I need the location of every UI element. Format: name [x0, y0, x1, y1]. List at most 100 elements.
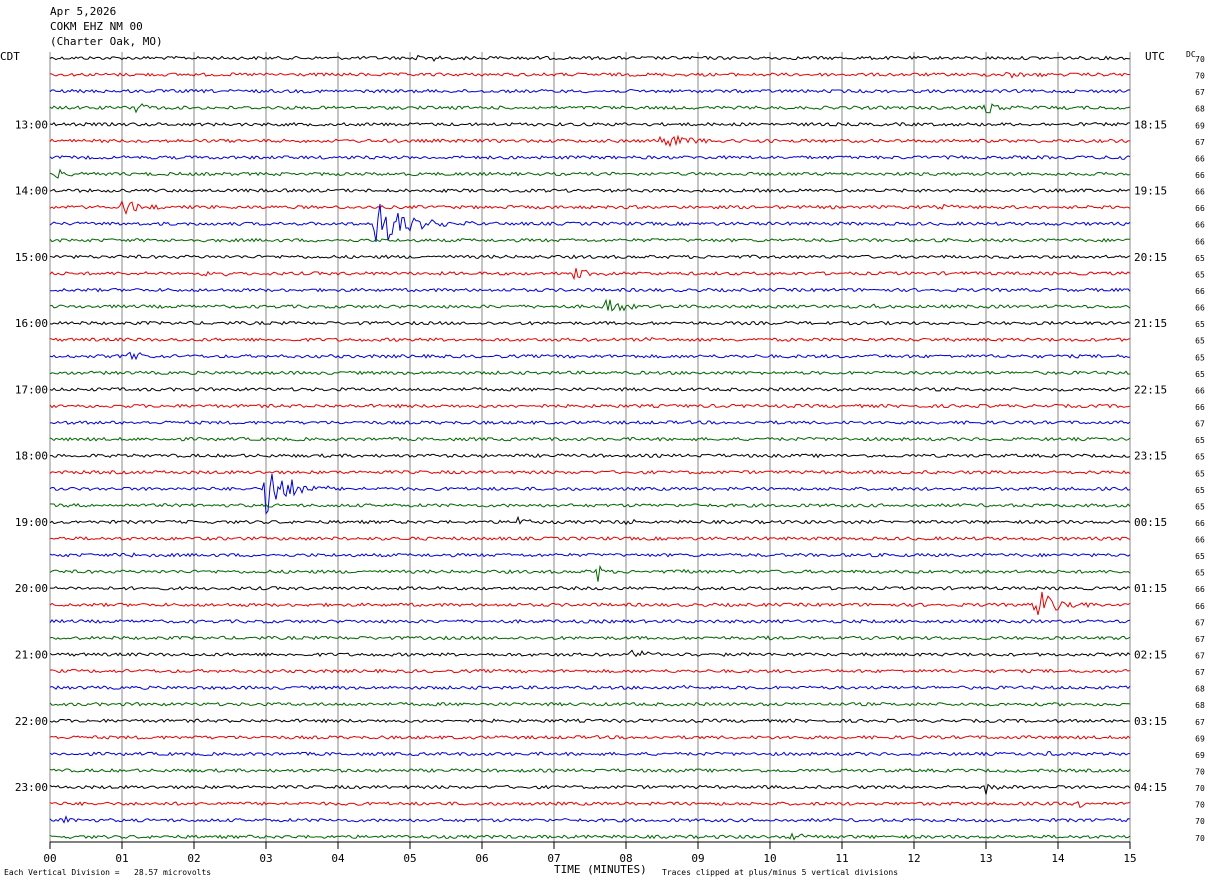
dc-offset-row-14: 66: [1195, 287, 1205, 296]
x-tick-label-01: 01: [115, 852, 128, 865]
trace-row-11: [49, 237, 1131, 243]
x-axis-title: TIME (MINUTES): [554, 863, 647, 876]
trace-row-3: [49, 103, 1131, 114]
trace-row-36: [49, 649, 1131, 658]
utc-hour-label-03:15: 03:15: [1134, 715, 1167, 728]
trace-row-21: [49, 403, 1131, 409]
cdt-hour-label-13:00: 13:00: [15, 118, 48, 131]
dc-offset-row-29: 66: [1195, 536, 1205, 545]
x-tick-label-14: 14: [1051, 852, 1065, 865]
dc-offset-row-33: 66: [1195, 602, 1205, 611]
trace-row-14: [49, 287, 1131, 293]
dc-offset-row-39: 68: [1195, 701, 1205, 710]
x-tick-label-13: 13: [979, 852, 992, 865]
x-tick-label-04: 04: [331, 852, 345, 865]
trace-row-35: [49, 635, 1131, 641]
cdt-hour-label-22:00: 22:00: [15, 715, 48, 728]
utc-hour-label-23:15: 23:15: [1134, 450, 1167, 463]
dc-offset-row-47: 70: [1195, 834, 1205, 843]
utc-hour-label-00:15: 00:15: [1134, 516, 1167, 529]
dc-offset-row-18: 65: [1195, 353, 1205, 362]
dc-offset-row-0: 70: [1195, 55, 1205, 64]
dc-offset-row-10: 66: [1195, 221, 1205, 230]
cdt-hour-label-14:00: 14:00: [15, 185, 48, 198]
dc-offset-row-34: 67: [1195, 618, 1205, 627]
trace-row-24: [49, 453, 1131, 459]
dc-offset-row-38: 68: [1195, 685, 1205, 694]
dc-offset-row-43: 70: [1195, 768, 1205, 777]
utc-hour-label-20:15: 20:15: [1134, 251, 1167, 264]
trace-row-27: [49, 503, 1131, 508]
dc-offset-row-4: 69: [1195, 121, 1205, 130]
trace-row-29: [49, 536, 1131, 541]
dc-offset-row-8: 66: [1195, 188, 1205, 197]
trace-row-9: [49, 199, 1131, 216]
dc-offset-row-16: 65: [1195, 320, 1205, 329]
dc-offset-row-30: 65: [1195, 552, 1205, 561]
trace-row-15: [49, 298, 1131, 312]
dc-offset-row-13: 65: [1195, 270, 1205, 279]
dc-offset-row-40: 67: [1195, 718, 1205, 727]
trace-row-10: [49, 203, 1131, 242]
trace-row-25: [49, 469, 1131, 475]
trace-row-43: [49, 768, 1131, 773]
trace-row-32: [49, 585, 1131, 591]
left-timezone-label: CDT: [0, 50, 20, 63]
utc-hour-label-02:15: 02:15: [1134, 649, 1167, 662]
trace-row-7: [49, 168, 1131, 179]
dc-offset-row-19: 65: [1195, 370, 1205, 379]
trace-row-22: [50, 420, 1131, 425]
utc-hour-label-18:15: 18:15: [1134, 118, 1167, 131]
record-date: Apr 5,2026: [50, 5, 117, 18]
dc-offset-row-1: 70: [1195, 72, 1205, 81]
dc-offset-row-32: 66: [1195, 585, 1205, 594]
cdt-hour-label-16:00: 16:00: [15, 317, 48, 330]
x-tick-label-03: 03: [259, 852, 272, 865]
utc-hour-label-21:15: 21:15: [1134, 317, 1167, 330]
trace-row-6: [49, 155, 1131, 160]
dc-offset-row-23: 65: [1195, 436, 1205, 445]
dc-offset-row-20: 66: [1195, 386, 1205, 395]
dc-offset-row-26: 65: [1195, 486, 1205, 495]
dc-offset-row-44: 70: [1195, 784, 1205, 793]
dc-offset-row-22: 67: [1195, 420, 1205, 429]
trace-row-16: [49, 320, 1131, 326]
dc-offset-row-17: 65: [1195, 337, 1205, 346]
trace-row-37: [49, 668, 1131, 674]
cdt-hour-label-23:00: 23:00: [15, 781, 48, 794]
trace-row-45: [49, 801, 1131, 809]
dc-offset-row-3: 68: [1195, 105, 1205, 114]
x-tick-label-10: 10: [763, 852, 776, 865]
trace-row-23: [49, 436, 1131, 442]
cdt-hour-label-17:00: 17:00: [15, 383, 48, 396]
trace-row-13: [49, 268, 1131, 281]
dc-offset-row-24: 65: [1195, 453, 1205, 462]
right-timezone-label: UTC: [1145, 50, 1165, 63]
trace-row-42: [49, 750, 1131, 757]
dc-offset-row-45: 70: [1195, 801, 1205, 810]
dc-offset-header: DC: [1186, 50, 1196, 59]
dc-offset-row-5: 67: [1195, 138, 1205, 147]
dc-offset-row-28: 66: [1195, 519, 1205, 528]
trace-row-4: [49, 121, 1130, 127]
trace-layer: [49, 54, 1131, 841]
x-tick-label-05: 05: [403, 852, 416, 865]
dc-offset-row-27: 65: [1195, 502, 1205, 511]
cdt-hour-label-18:00: 18:00: [15, 450, 48, 463]
dc-offset-row-36: 67: [1195, 652, 1205, 661]
trace-row-20: [49, 387, 1131, 392]
dc-offset-row-11: 66: [1195, 237, 1205, 246]
trace-row-17: [49, 336, 1131, 343]
trace-row-38: [49, 684, 1131, 691]
trace-row-39: [49, 701, 1131, 707]
cdt-hour-label-19:00: 19:00: [15, 516, 48, 529]
dc-offset-row-6: 66: [1195, 154, 1205, 163]
utc-hour-label-19:15: 19:15: [1134, 185, 1167, 198]
trace-row-46: [49, 815, 1131, 824]
dc-offset-row-37: 67: [1195, 668, 1205, 677]
trace-row-0: [49, 54, 1130, 62]
x-tick-label-09: 09: [691, 852, 704, 865]
x-tick-label-02: 02: [187, 852, 200, 865]
trace-row-26: [49, 473, 1131, 515]
